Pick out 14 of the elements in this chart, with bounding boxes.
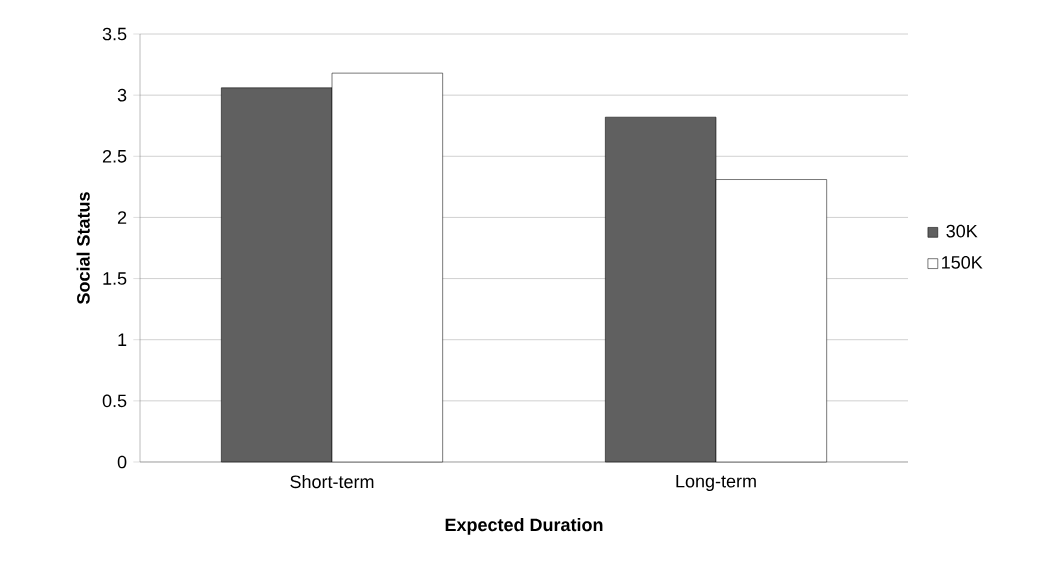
legend-label: 30K — [946, 224, 978, 238]
y-tick-label: 1 — [118, 333, 127, 346]
y-axis-title: Social Status — [76, 192, 90, 304]
y-tick-label: 1.5 — [103, 272, 127, 285]
y-tick-label: 3.5 — [102, 27, 127, 41]
x-axis-title: Expected Duration — [445, 517, 603, 535]
y-tick-label: 3 — [117, 88, 127, 102]
y-tick-label: 0 — [117, 455, 127, 469]
legend-label: 150K — [942, 256, 983, 269]
x-tick-label: Short-term — [290, 474, 374, 489]
x-tick-label: Long-term — [676, 474, 756, 492]
y-tick-label: 2 — [117, 211, 127, 224]
y-tick-label: 2.5 — [102, 149, 127, 163]
y-tick-label: 0.5 — [102, 394, 127, 408]
